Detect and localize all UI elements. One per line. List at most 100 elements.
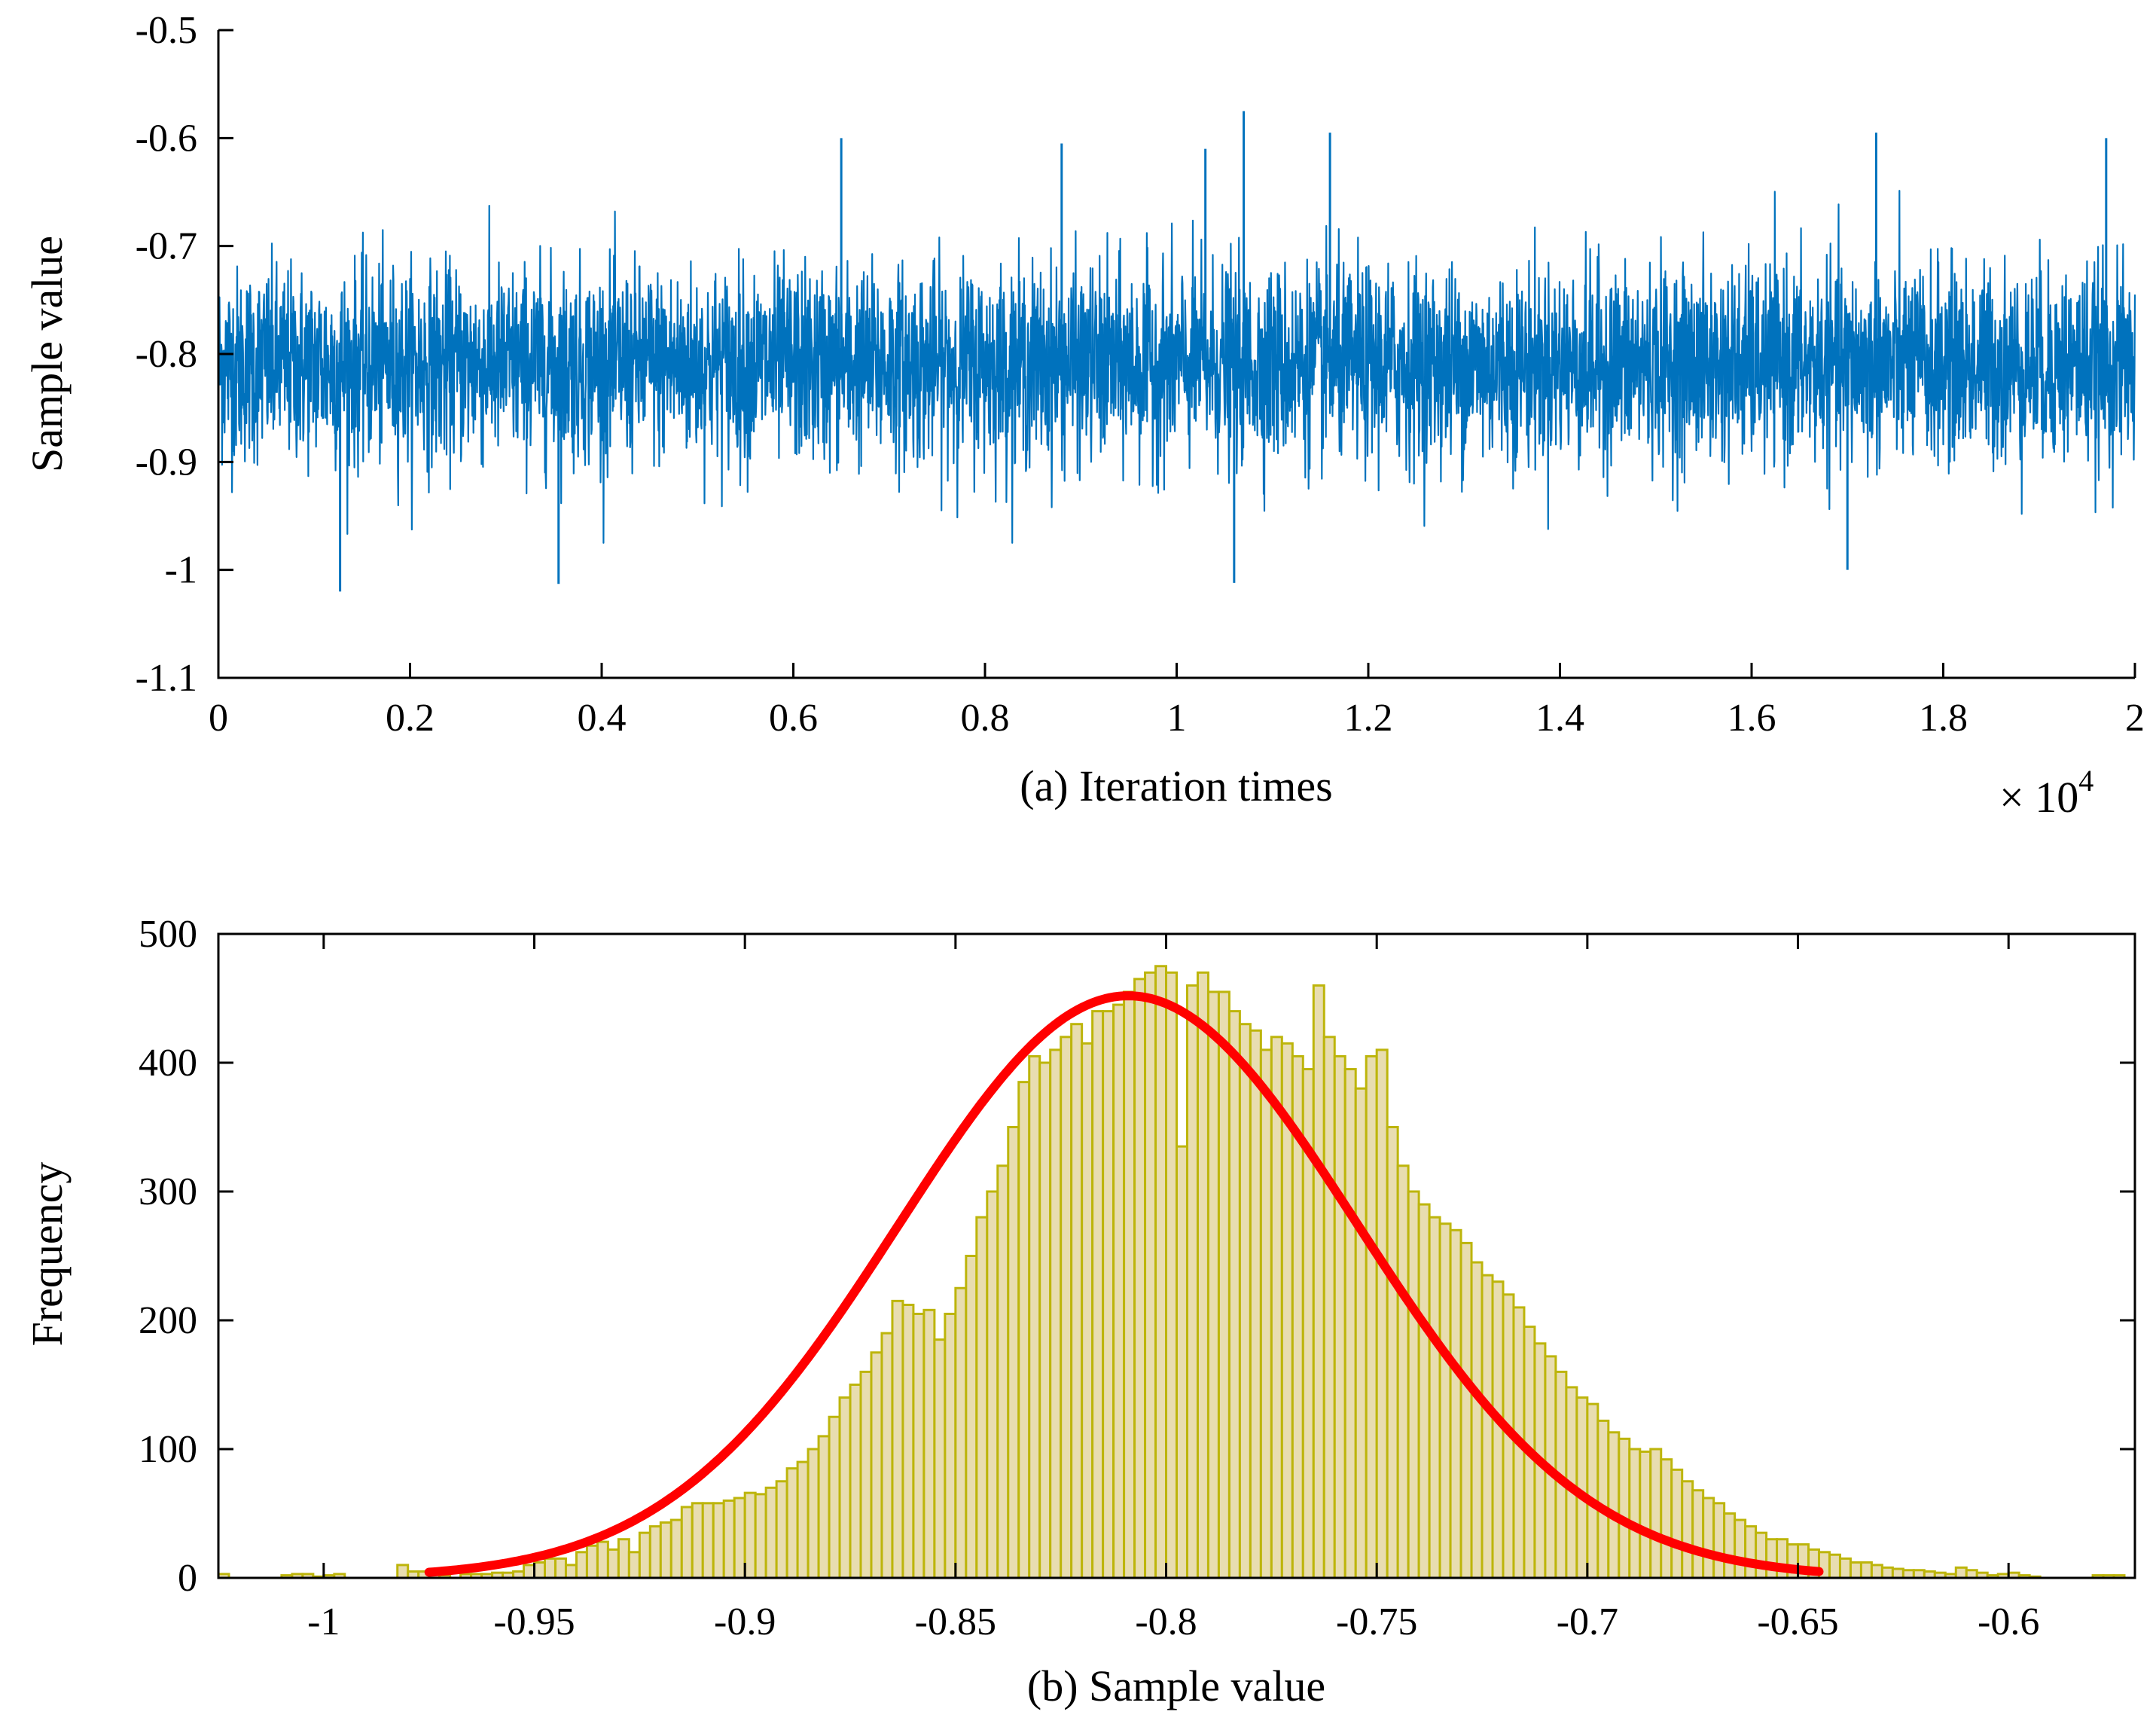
histogram-x-tick-label: -1 (307, 1600, 340, 1643)
histogram-bar (1417, 1203, 1431, 1579)
histogram-bar (754, 1493, 767, 1579)
histogram-bar (1660, 1458, 1673, 1579)
histogram-bar (1144, 971, 1157, 1579)
histogram-bar (1628, 1448, 1642, 1579)
trace-y-tick-label: -0.5 (136, 9, 197, 52)
histogram-bar (1880, 1566, 1894, 1579)
histogram-bar (1227, 1010, 1241, 1579)
histogram-bar (1649, 1448, 1663, 1579)
histogram-bar (1102, 1010, 1115, 1579)
histogram-bar (1849, 1561, 1862, 1579)
histogram-bar (1259, 1048, 1273, 1579)
histogram-bar (1449, 1228, 1462, 1579)
histogram-bar (1607, 1431, 1621, 1579)
histogram-bar (1639, 1450, 1652, 1579)
histogram-bar (553, 1557, 567, 1579)
histogram-bar (638, 1531, 651, 1579)
trace-y-tick-label: -0.9 (136, 441, 197, 484)
histogram-bar (1681, 1480, 1694, 1579)
histogram-bar (975, 1216, 989, 1579)
trace-x-tick-label: 2 (2125, 697, 2145, 740)
histogram-bar (912, 1312, 926, 1579)
trace-spikes (339, 111, 2108, 592)
histogram-bar (1396, 1164, 1410, 1579)
histogram-bar (1755, 1531, 1768, 1579)
histogram-bar (922, 1308, 936, 1579)
histogram-bar (1744, 1525, 1758, 1579)
histogram-bar (1712, 1502, 1726, 1579)
histogram-bar (1838, 1557, 1852, 1579)
histogram-bar (1049, 1048, 1063, 1579)
histogram-bar (564, 1564, 578, 1579)
histogram-bar (1123, 990, 1136, 1579)
histogram-x-tick-label: -0.8 (1135, 1600, 1197, 1643)
histogram-bar (785, 1467, 799, 1579)
histogram-bar (575, 1551, 588, 1579)
x-multiplier: × 104 (1999, 764, 2093, 822)
trace-x-label: (a) Iteration times (1020, 761, 1333, 810)
histogram-bar (1828, 1553, 1841, 1579)
histogram-y-tick-label: 100 (139, 1428, 197, 1471)
histogram-bar (1912, 1569, 1926, 1579)
histogram-x-tick-label: -0.9 (714, 1600, 776, 1643)
histogram-bar (523, 1564, 536, 1579)
histogram-x-tick-label: -0.7 (1557, 1600, 1618, 1643)
histogram-bar (1176, 1145, 1188, 1579)
histogram-bar (1954, 1566, 1968, 1579)
histogram-bar (870, 1351, 883, 1579)
histogram-bar (1322, 1036, 1336, 1579)
trace-x-tick-label: 1.2 (1344, 697, 1393, 740)
histogram-bar (701, 1502, 715, 1579)
histogram-bar (1017, 1081, 1031, 1579)
histogram-bar (1185, 984, 1199, 1579)
histogram-y-ticks: 0 100 200 300 400 500 (139, 913, 2135, 1600)
histogram-bar (764, 1486, 778, 1579)
histogram-bar (596, 1540, 609, 1579)
histogram-bar (533, 1561, 546, 1579)
histogram-bar (1038, 1061, 1052, 1579)
histogram-bar (680, 1506, 694, 1579)
trace-y-ticks: -0.5 -0.6 -0.7 -0.8 -0.9 -1 -1.1 (136, 9, 233, 700)
histogram-bar (1459, 1241, 1473, 1579)
trace-x-tick-label: 0.8 (961, 697, 1010, 740)
histogram-bar (1618, 1437, 1631, 1579)
histogram-bar (1859, 1561, 1873, 1579)
histogram-bar (996, 1164, 1010, 1579)
histogram-bar (1206, 990, 1220, 1579)
histogram-bar (1028, 1054, 1041, 1579)
histogram-bar (1901, 1569, 1915, 1579)
histogram-x-tick-label: -0.6 (1978, 1600, 2039, 1643)
histogram-bar (965, 1255, 978, 1579)
histogram-x-tick-label: -0.85 (915, 1600, 996, 1643)
histogram-bar (944, 1312, 957, 1579)
histogram-bar (849, 1384, 862, 1579)
histogram-bar (1734, 1518, 1747, 1579)
trace-x-tick-label: 0.4 (578, 697, 627, 740)
histogram-bar (838, 1396, 852, 1579)
histogram-x-label: (b) Sample value (1027, 1661, 1325, 1710)
histogram-bar (1586, 1402, 1599, 1579)
trace-y-tick-label: -0.6 (136, 117, 197, 160)
histogram-bar (1354, 1087, 1368, 1579)
histogram-bar (859, 1370, 873, 1579)
histogram-bars (217, 965, 2126, 1579)
histogram-bar (1165, 971, 1179, 1579)
normal-fit-curve (424, 991, 1824, 1577)
trace-x-tick-label: 1.6 (1728, 697, 1776, 740)
histogram-bar (733, 1497, 746, 1579)
trace-x-tick-label: 0.2 (386, 697, 435, 740)
histogram-bar (1091, 1010, 1105, 1579)
histogram-bar (986, 1190, 999, 1579)
histogram-y-tick-label: 300 (139, 1170, 197, 1213)
histogram-bar (954, 1286, 968, 1579)
histogram-bar (933, 1338, 947, 1579)
histogram-bar (585, 1544, 599, 1579)
histogram-bar (743, 1491, 757, 1579)
histogram-bar (1438, 1222, 1452, 1579)
histogram-bar (1428, 1216, 1441, 1579)
histogram-bar (1238, 1023, 1252, 1579)
histogram-bar (1870, 1564, 1883, 1579)
histogram-bar (1154, 965, 1168, 1579)
histogram-bar (691, 1502, 704, 1579)
